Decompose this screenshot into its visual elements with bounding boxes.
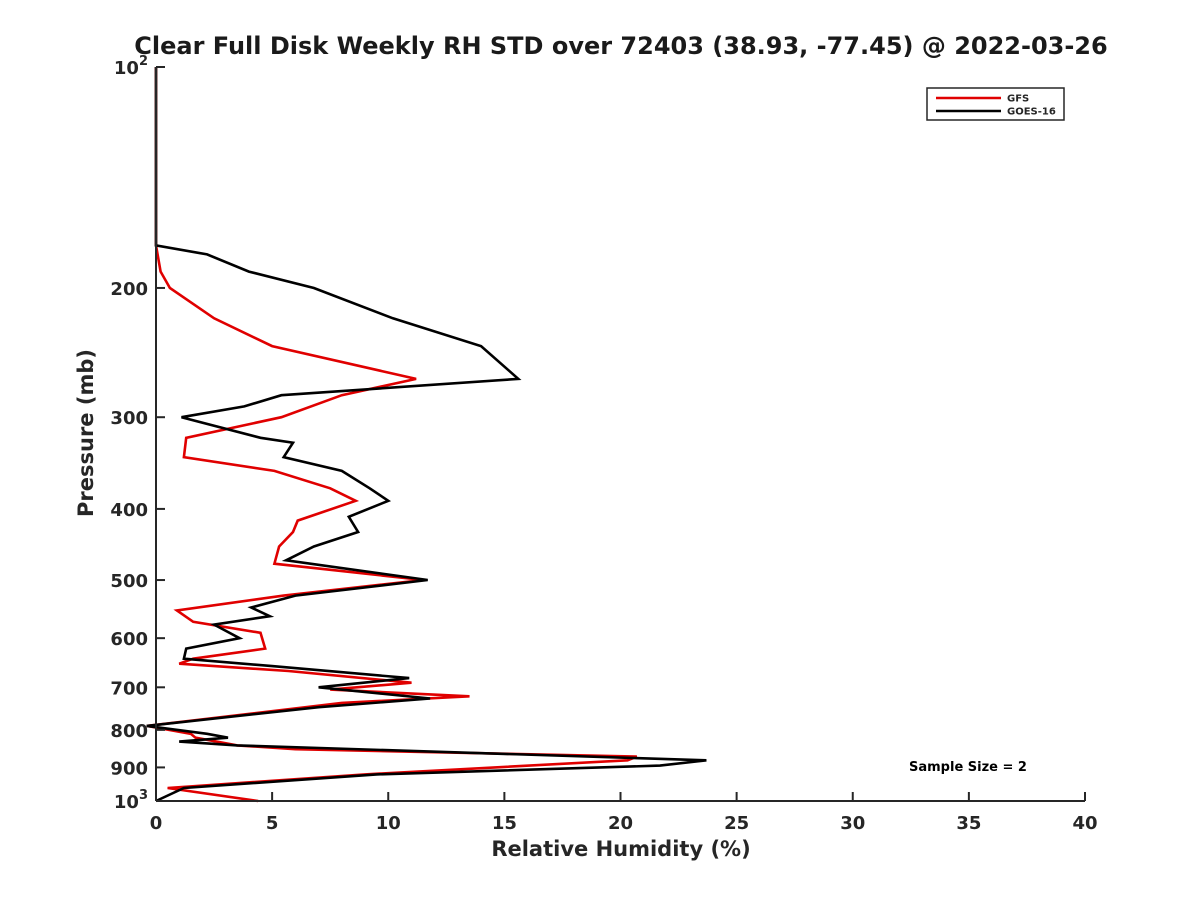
y-tick-label: 700 <box>110 678 148 699</box>
chart-title: Clear Full Disk Weekly RH STD over 72403… <box>134 32 1107 60</box>
x-tick-label: 10 <box>376 813 401 834</box>
y-tick-label: 300 <box>110 408 148 429</box>
legend: GFS GOES-16 <box>926 87 1065 121</box>
x-tick-label: 35 <box>956 813 981 834</box>
y-tick-label: 900 <box>110 758 148 779</box>
x-tick-label: 40 <box>1072 813 1097 834</box>
y-tick-label: 800 <box>110 721 148 742</box>
x-tick-label: 5 <box>266 813 279 834</box>
x-tick-label: 25 <box>724 813 749 834</box>
y-axis-label: Pressure (mb) <box>74 349 98 517</box>
x-tick-label: 0 <box>150 813 163 834</box>
x-tick-label: 30 <box>840 813 865 834</box>
x-axis-label: Relative Humidity (%) <box>491 837 750 861</box>
series-line-goes-16 <box>146 67 707 803</box>
x-tick-label: 20 <box>608 813 633 834</box>
legend-box <box>926 87 1065 121</box>
y-tick-label: 400 <box>110 500 148 521</box>
sample-size-annotation: Sample Size = 2 <box>909 760 1027 775</box>
y-tick-label: 103 <box>114 788 148 813</box>
x-tick-label: 15 <box>492 813 517 834</box>
y-tick-label: 102 <box>114 54 148 79</box>
series-line-gfs <box>146 67 638 803</box>
legend-label-gfs: GFS <box>1007 94 1029 105</box>
y-tick-label: 500 <box>110 571 148 592</box>
y-tick-label: 600 <box>110 629 148 650</box>
y-tick-label: 200 <box>110 279 148 300</box>
plot-area: 0 5 10 15 20 25 30 35 40 102 200 300 400 500 600 700 800… <box>110 54 1097 834</box>
legend-label-goes-16: GOES-16 <box>1007 107 1056 118</box>
